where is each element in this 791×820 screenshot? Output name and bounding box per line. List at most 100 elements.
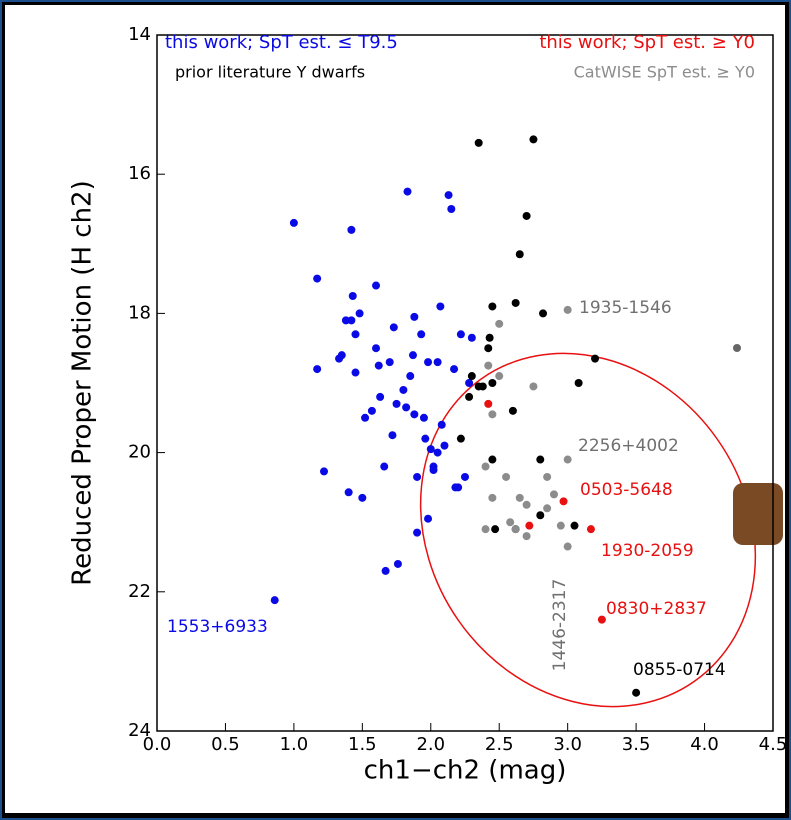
point	[392, 399, 401, 408]
point	[465, 392, 474, 401]
point	[488, 302, 497, 311]
point	[506, 518, 515, 527]
point	[380, 462, 389, 471]
point	[344, 488, 353, 497]
artifact	[733, 344, 741, 352]
point	[467, 333, 476, 342]
annotation: 1930-2059	[601, 541, 694, 561]
point	[456, 330, 465, 339]
point	[320, 467, 329, 476]
point	[358, 493, 367, 502]
x-tick-label: 0.0	[143, 734, 172, 755]
point	[408, 351, 417, 360]
x-tick-label: 0.5	[211, 734, 240, 755]
point	[456, 434, 465, 443]
point	[402, 403, 411, 412]
point	[437, 420, 446, 429]
legend-entry: prior literature Y dwarfs	[175, 63, 365, 82]
point	[426, 445, 435, 454]
point	[447, 205, 456, 213]
point	[313, 274, 322, 283]
point	[478, 382, 487, 391]
point	[424, 358, 433, 367]
point	[495, 372, 504, 381]
point	[511, 525, 520, 534]
point	[413, 472, 422, 481]
x-tick-label: 3.0	[553, 734, 582, 755]
x-tick-label: 2.0	[416, 734, 445, 755]
point	[484, 344, 493, 353]
point	[454, 483, 463, 492]
y-tick-label: 22	[128, 581, 151, 602]
y-tick-label: 14	[128, 24, 151, 45]
point	[361, 413, 370, 422]
point	[374, 361, 383, 370]
point	[372, 344, 381, 353]
legend-entry: CatWISE SpT est. ≥ Y0	[574, 63, 755, 82]
point	[488, 410, 497, 419]
point	[549, 490, 558, 499]
point	[270, 596, 279, 605]
point	[543, 504, 552, 513]
point	[563, 542, 572, 551]
point	[488, 493, 497, 502]
point	[413, 528, 422, 537]
point	[559, 497, 568, 506]
y-tick-label: 24	[128, 720, 151, 741]
point	[467, 372, 476, 381]
point	[591, 354, 600, 363]
point	[461, 472, 469, 481]
point	[289, 218, 298, 227]
point	[543, 472, 552, 481]
point	[348, 292, 357, 300]
x-tick-label: 4.0	[690, 734, 719, 755]
annotation: 1553+6933	[167, 617, 268, 637]
point	[465, 379, 474, 387]
point	[424, 514, 433, 523]
point	[367, 406, 376, 415]
point	[481, 525, 490, 534]
point	[347, 316, 356, 325]
point	[495, 319, 504, 328]
legend-entry: this work; SpT est. ≤ T9.5	[165, 32, 398, 53]
point	[389, 323, 398, 332]
annotation: 2256+4002	[578, 436, 679, 456]
point	[351, 330, 360, 339]
annotation: 0503-5648	[580, 480, 673, 500]
point	[372, 281, 381, 290]
point	[563, 305, 572, 314]
panel	[5, 5, 785, 813]
point	[419, 413, 428, 422]
point	[388, 431, 397, 440]
point	[502, 472, 511, 481]
point	[410, 312, 419, 321]
point	[351, 368, 360, 377]
x-axis-label: ch1−ch2 (mag)	[364, 756, 567, 786]
point	[570, 521, 579, 530]
point	[632, 688, 641, 697]
point	[347, 225, 356, 234]
point	[481, 462, 490, 471]
x-tick-label: 1.0	[280, 734, 309, 755]
point	[450, 365, 459, 374]
y-tick-label: 20	[128, 442, 151, 463]
point	[484, 361, 493, 370]
point	[556, 521, 565, 530]
chart: ch1−ch2 (mag) Reduced Proper Motion (H c…	[5, 5, 785, 813]
point	[488, 455, 497, 464]
point	[429, 466, 438, 474]
point	[515, 250, 524, 259]
x-tick-label: 3.5	[622, 734, 651, 755]
annotation: 0830+2837	[606, 599, 707, 619]
point	[485, 333, 494, 342]
point	[410, 410, 419, 419]
point	[433, 448, 442, 457]
x-tick-label: 4.5	[759, 734, 785, 755]
point	[399, 385, 408, 394]
point	[522, 500, 531, 509]
point	[433, 358, 442, 367]
point	[522, 211, 531, 220]
point	[337, 351, 346, 360]
legend-entry: this work; SpT est. ≥ Y0	[539, 32, 755, 53]
annotation: 0855-0714	[633, 660, 726, 680]
